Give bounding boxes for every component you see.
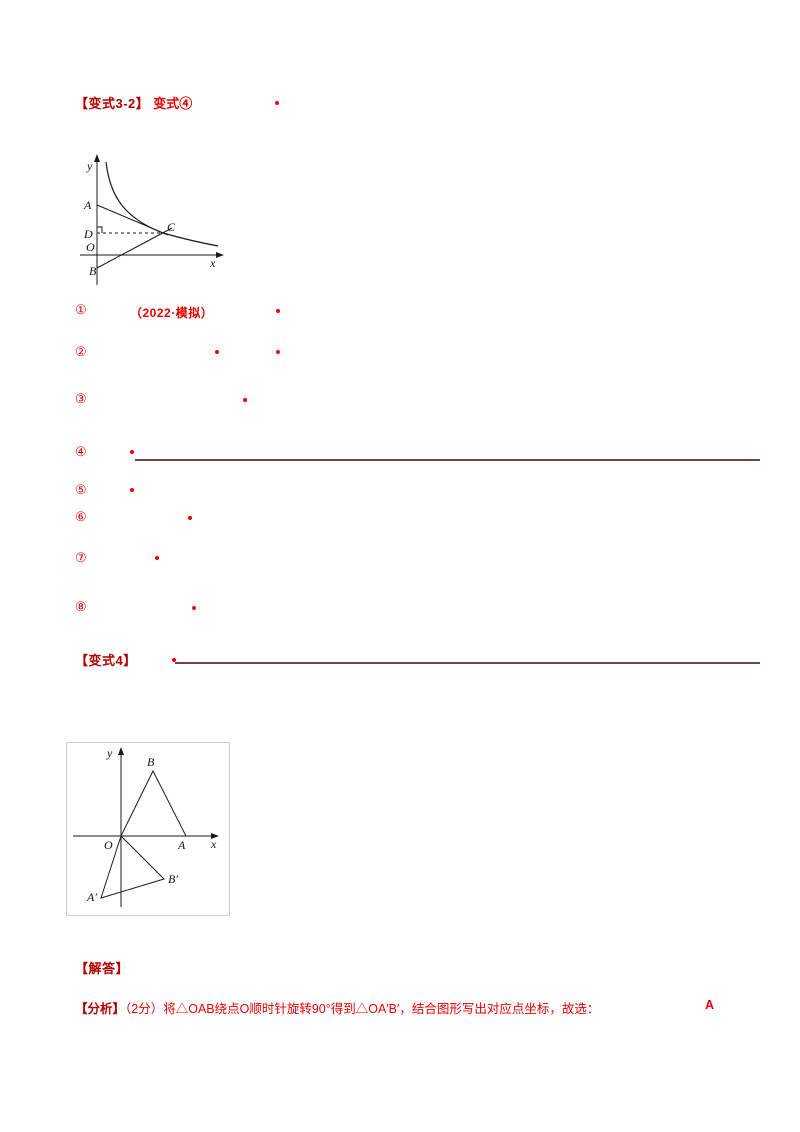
header-tag: 【变式3-2】	[75, 96, 150, 111]
analysis-lead: 【分析】	[75, 1002, 126, 1016]
y-axis-arrow-icon	[118, 747, 124, 755]
analysis-body: （2分）将△OAB绕点O顺时针旋转90°得到△OA′B′，结合图形写出对应点坐标…	[125, 1002, 600, 1016]
section-tag: 【变式4】	[75, 653, 137, 668]
analysis-answer: A	[705, 998, 715, 1012]
fig1-label-O: O	[86, 240, 95, 254]
right-angle-mark	[97, 226, 103, 233]
solution-tag: 【解答】	[75, 961, 130, 976]
item-marker-4: ④	[75, 444, 87, 459]
figure-hyperbola-svg: y x A D C O B	[80, 154, 224, 285]
fig1-label-B: B	[89, 264, 97, 278]
red-dot-marker	[130, 488, 134, 492]
item-marker-7: ⑦	[75, 550, 87, 565]
item-marker-1: ①	[75, 302, 87, 317]
red-dot-marker	[155, 556, 159, 560]
figure-hyperbola: y x A D C O B	[76, 148, 228, 290]
item-marker-5: ⑤	[75, 482, 87, 497]
fig2-label-A2: A′	[86, 890, 97, 904]
fig2-label-x: x	[210, 837, 217, 851]
segment-BC	[96, 227, 173, 269]
figure-triangles: y x B A O B′ A′	[66, 742, 230, 916]
triangle-OAB	[120, 769, 187, 837]
x-axis-arrow-icon	[211, 833, 219, 839]
analysis-line: 【分析】（2分）将△OAB绕点O顺时针旋转90°得到△OA′B′，结合图形写出对…	[75, 998, 599, 1017]
underline-rule	[135, 459, 760, 461]
fig2-label-O: O	[104, 838, 113, 852]
segment-AC	[96, 204, 169, 236]
fig1-label-A: A	[83, 198, 92, 212]
red-dot-marker	[275, 101, 279, 105]
fig1-label-y: y	[86, 159, 93, 173]
fig2-label-B2: B′	[168, 872, 178, 886]
header-title: 变式④	[153, 96, 193, 111]
figure-triangles-svg: y x B A O B′ A′	[73, 746, 219, 907]
red-dot-marker	[130, 450, 134, 454]
triangle-OA2B2	[100, 835, 165, 899]
red-dot-marker	[215, 350, 219, 354]
item-marker-2: ②	[75, 344, 87, 359]
fig1-label-x: x	[209, 256, 216, 270]
underline-rule	[175, 662, 760, 664]
fig2-label-B: B	[147, 755, 155, 769]
fig2-label-y: y	[106, 746, 113, 760]
red-dot-marker	[192, 606, 196, 610]
red-dot-marker	[276, 350, 280, 354]
red-dot-marker	[172, 658, 176, 662]
red-dot-marker	[276, 309, 280, 313]
x-axis-arrow-icon	[216, 252, 224, 258]
item-note-1: （2022·模拟）	[130, 306, 214, 320]
red-dot-marker	[188, 516, 192, 520]
fig1-label-C: C	[167, 220, 176, 234]
header-line: 【变式3-2】 变式④	[75, 93, 192, 113]
red-dot-marker	[243, 398, 247, 402]
item-marker-6: ⑥	[75, 509, 87, 524]
fig1-label-D: D	[83, 227, 93, 241]
y-axis-arrow-icon	[94, 154, 100, 162]
fig2-label-A: A	[177, 838, 186, 852]
item-marker-8: ⑧	[75, 599, 87, 614]
item-marker-3: ③	[75, 391, 87, 406]
